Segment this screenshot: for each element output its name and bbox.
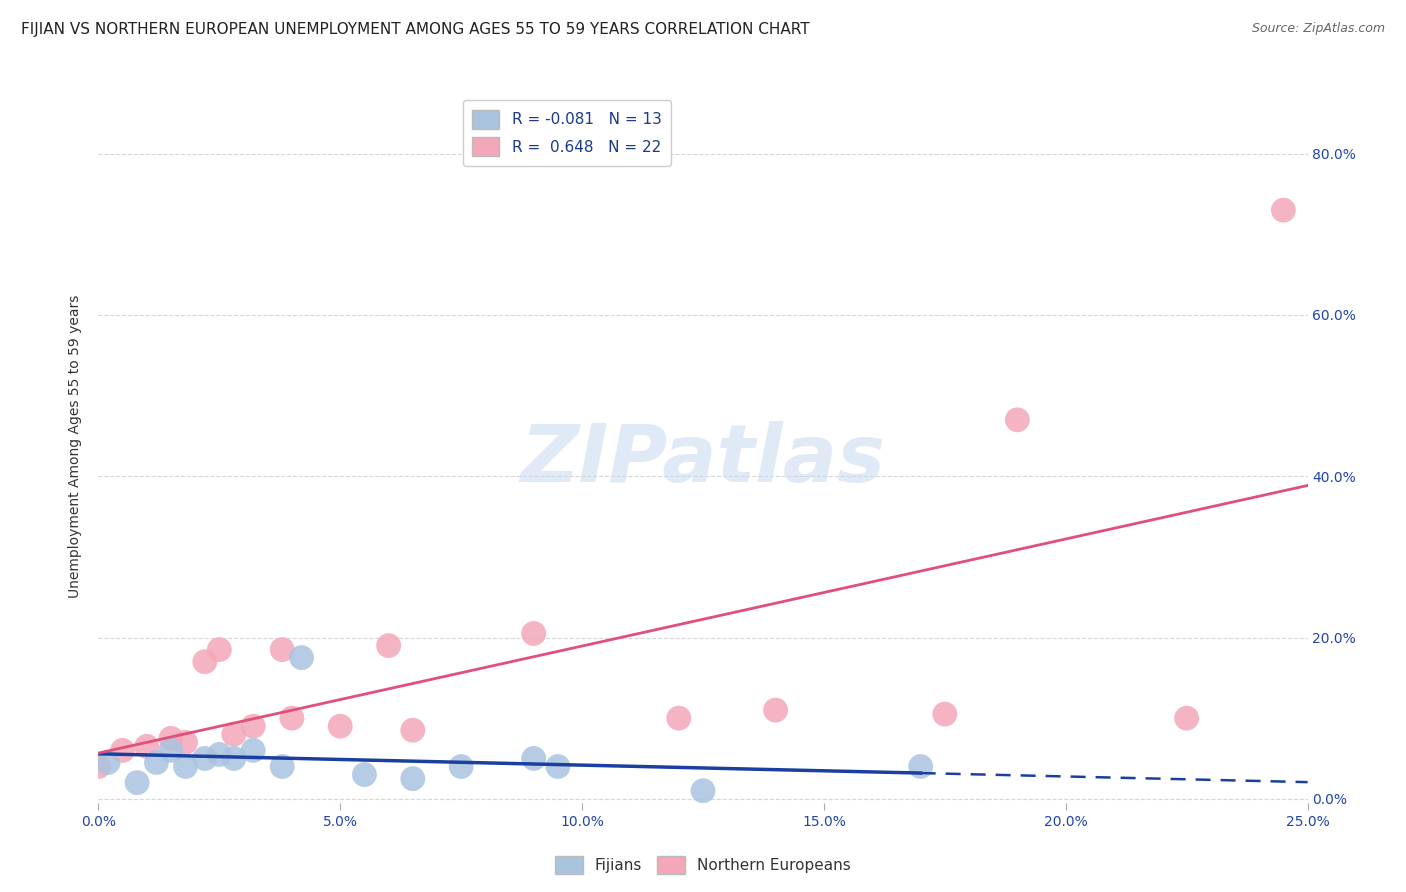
Point: [271, 759, 294, 773]
Point: [402, 772, 425, 786]
Point: [174, 759, 197, 773]
Point: [135, 739, 157, 754]
Point: [87, 759, 110, 773]
Point: [290, 650, 312, 665]
Point: [523, 626, 546, 640]
Point: [668, 711, 690, 725]
Point: [450, 759, 472, 773]
Point: [111, 743, 134, 757]
Point: [934, 707, 956, 722]
Text: Source: ZipAtlas.com: Source: ZipAtlas.com: [1251, 22, 1385, 36]
Point: [353, 767, 375, 781]
Point: [242, 743, 264, 757]
Point: [692, 783, 714, 797]
Point: [1175, 711, 1198, 725]
Point: [281, 711, 304, 725]
Point: [547, 759, 569, 773]
Point: [97, 756, 120, 770]
Point: [160, 743, 183, 757]
Point: [1007, 413, 1029, 427]
Legend: R = -0.081   N = 13, R =  0.648   N = 22: R = -0.081 N = 13, R = 0.648 N = 22: [463, 101, 671, 166]
Point: [523, 751, 546, 765]
Text: FIJIAN VS NORTHERN EUROPEAN UNEMPLOYMENT AMONG AGES 55 TO 59 YEARS CORRELATION C: FIJIAN VS NORTHERN EUROPEAN UNEMPLOYMENT…: [21, 22, 810, 37]
Point: [160, 731, 183, 746]
Point: [402, 723, 425, 738]
Legend: Fijians, Northern Europeans: Fijians, Northern Europeans: [548, 850, 858, 880]
Point: [271, 642, 294, 657]
Y-axis label: Unemployment Among Ages 55 to 59 years: Unemployment Among Ages 55 to 59 years: [69, 294, 83, 598]
Point: [329, 719, 352, 733]
Point: [910, 759, 932, 773]
Point: [208, 747, 231, 762]
Point: [377, 639, 399, 653]
Point: [194, 751, 217, 765]
Text: ZIPatlas: ZIPatlas: [520, 421, 886, 500]
Point: [242, 719, 264, 733]
Point: [127, 775, 149, 789]
Point: [1272, 203, 1295, 218]
Point: [765, 703, 787, 717]
Point: [145, 756, 167, 770]
Point: [222, 751, 245, 765]
Point: [194, 655, 217, 669]
Point: [208, 642, 231, 657]
Point: [222, 727, 245, 741]
Point: [174, 735, 197, 749]
